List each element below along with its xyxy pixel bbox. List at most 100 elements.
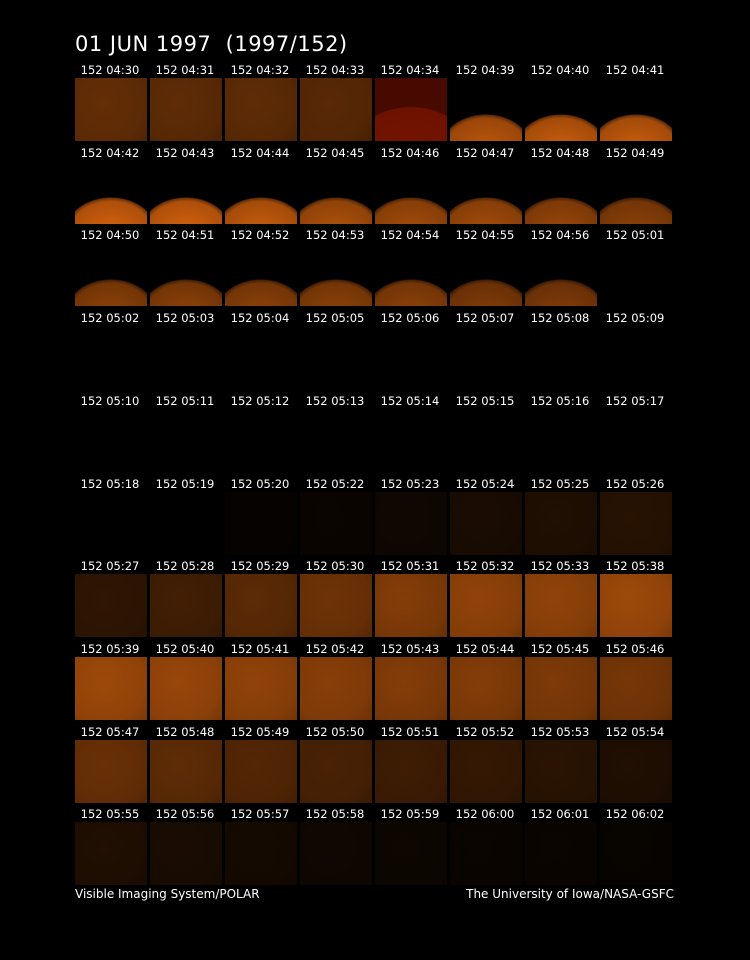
frame-label: 152 04:53 [305,228,365,243]
frame-image [150,160,222,224]
frame-label: 152 05:15 [455,393,515,408]
frame-image [600,326,672,390]
frame-label: 152 04:40 [530,63,590,77]
frame-label: 152 05:41 [230,641,290,656]
frame-label: 152 05:53 [530,724,590,739]
frame-image [225,326,297,390]
frame-image [450,491,522,555]
frame-image [225,822,297,886]
frame-label: 152 05:59 [380,807,440,822]
frame-label: 152 05:16 [530,393,590,408]
frame-image [300,408,372,472]
frame-label: 152 04:46 [380,145,440,160]
frame-image [375,160,447,224]
frame-label: 152 05:17 [605,393,665,408]
frame-label: 152 04:33 [305,63,365,77]
frame-label: 152 05:56 [155,807,215,822]
frame-label: 152 05:25 [530,476,590,491]
frame-label: 152 05:27 [80,559,140,574]
frame-label: 152 04:45 [305,145,365,160]
frame-label: 152 04:32 [230,63,290,77]
frame-label: 152 05:19 [155,476,215,491]
frame-image [450,326,522,390]
frame-image [75,491,147,555]
frame-image [450,739,522,803]
frame-image [450,78,522,141]
frame-image [75,408,147,472]
frame-label: 152 04:42 [80,145,140,160]
frame-image [600,656,672,720]
frame-image [150,408,222,472]
frame-image [600,160,672,224]
frame-image [75,78,147,141]
frame-label: 152 05:20 [230,476,290,491]
frame-label: 152 05:46 [605,641,665,656]
frame-label: 152 05:09 [605,311,665,326]
frame-label: 152 05:29 [230,559,290,574]
frame-label: 152 05:55 [80,807,140,822]
frame-image [525,243,597,307]
frame-label: 152 04:48 [530,145,590,160]
frame-label: 152 04:44 [230,145,290,160]
frame-label: 152 05:47 [80,724,140,739]
frame-image [150,822,222,886]
frame-image [300,243,372,307]
frame-label: 152 05:23 [380,476,440,491]
frame-label: 152 05:11 [155,393,215,408]
frame-image [375,656,447,720]
footer-left: Visible Imaging System/POLAR [75,887,260,901]
frame-label: 152 05:26 [605,476,665,491]
frame-image [150,243,222,307]
frame-image [150,574,222,638]
frame-label: 152 06:00 [455,807,515,822]
frame-label: 152 05:05 [305,311,365,326]
frame-image [525,326,597,390]
frame-label: 152 05:10 [80,393,140,408]
frame-image [600,574,672,638]
frame-image [225,408,297,472]
frame-image [375,326,447,390]
frame-label: 152 05:39 [80,641,140,656]
frame-label: 152 04:50 [80,228,140,243]
title: 01 JUN 1997 (1997/152) [75,32,348,56]
frame-image [525,739,597,803]
frame-label: 152 06:02 [605,807,665,822]
frame-image [300,78,372,141]
frame-image [375,739,447,803]
frame-image [225,656,297,720]
frame-image [375,574,447,638]
frame-label: 152 05:44 [455,641,515,656]
frame-label: 152 04:30 [80,63,140,77]
frame-image [150,656,222,720]
frame-label: 152 05:30 [305,559,365,574]
frame-image [300,160,372,224]
frame-label: 152 05:52 [455,724,515,739]
frame-label: 152 06:01 [530,807,590,822]
frame-label: 152 05:02 [80,311,140,326]
frame-image [300,739,372,803]
frame-image [150,326,222,390]
frame-label: 152 05:57 [230,807,290,822]
frame-image [225,574,297,638]
frame-image [450,408,522,472]
frame-label: 152 04:34 [380,63,440,77]
frame-image [375,408,447,472]
frame-label: 152 05:38 [605,559,665,574]
frame-label: 152 05:03 [155,311,215,326]
frame-label: 152 05:58 [305,807,365,822]
frame-label: 152 05:50 [305,724,365,739]
footer-right: The University of Iowa/NASA-GSFC [466,887,674,901]
frame-label: 152 05:22 [305,476,365,491]
frame-label: 152 05:42 [305,641,365,656]
frame-image [300,491,372,555]
frame-label: 152 05:45 [530,641,590,656]
frame-label: 152 05:24 [455,476,515,491]
frame-image [450,243,522,307]
frame-label: 152 05:31 [380,559,440,574]
frame-image [75,243,147,307]
frame-label: 152 05:43 [380,641,440,656]
frame-label: 152 04:43 [155,145,215,160]
frame-label: 152 05:48 [155,724,215,739]
frame-image [150,491,222,555]
frame-image [600,491,672,555]
